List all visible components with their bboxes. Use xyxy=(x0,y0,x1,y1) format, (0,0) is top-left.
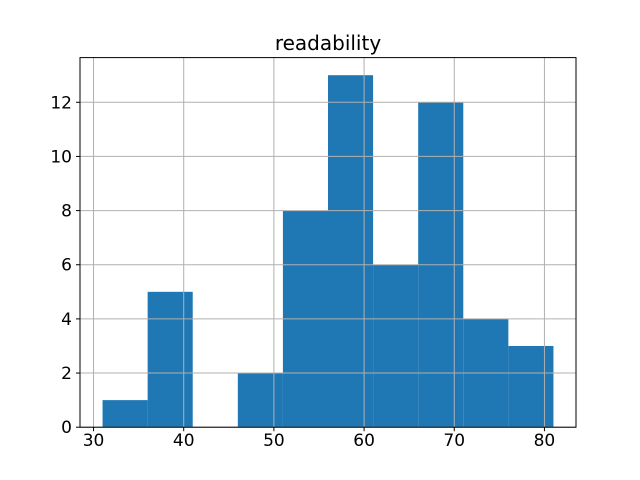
chart-title: readability xyxy=(274,31,382,55)
y-tick-label: 10 xyxy=(50,147,72,167)
histogram-bar xyxy=(237,373,283,428)
histogram-bar xyxy=(328,75,374,428)
x-tick-label: 30 xyxy=(83,431,105,451)
x-tick-label: 80 xyxy=(534,431,556,451)
x-tick-label: 70 xyxy=(443,431,465,451)
x-tick-label: 50 xyxy=(263,431,285,451)
axes-spines xyxy=(79,57,577,428)
y-tick-label: 8 xyxy=(61,202,72,222)
histogram-bar xyxy=(508,345,554,428)
y-tick-label: 2 xyxy=(61,364,72,384)
y-tick-label: 6 xyxy=(61,256,72,276)
y-tick-label: 0 xyxy=(61,418,72,438)
x-tick-label: 40 xyxy=(173,431,195,451)
x-tick-label: 60 xyxy=(353,431,375,451)
y-tick-label: 4 xyxy=(61,310,72,330)
y-tick-label: 12 xyxy=(50,93,72,113)
histogram-bar xyxy=(147,291,193,428)
histogram-bar xyxy=(373,264,419,428)
histogram-bar xyxy=(102,400,148,428)
